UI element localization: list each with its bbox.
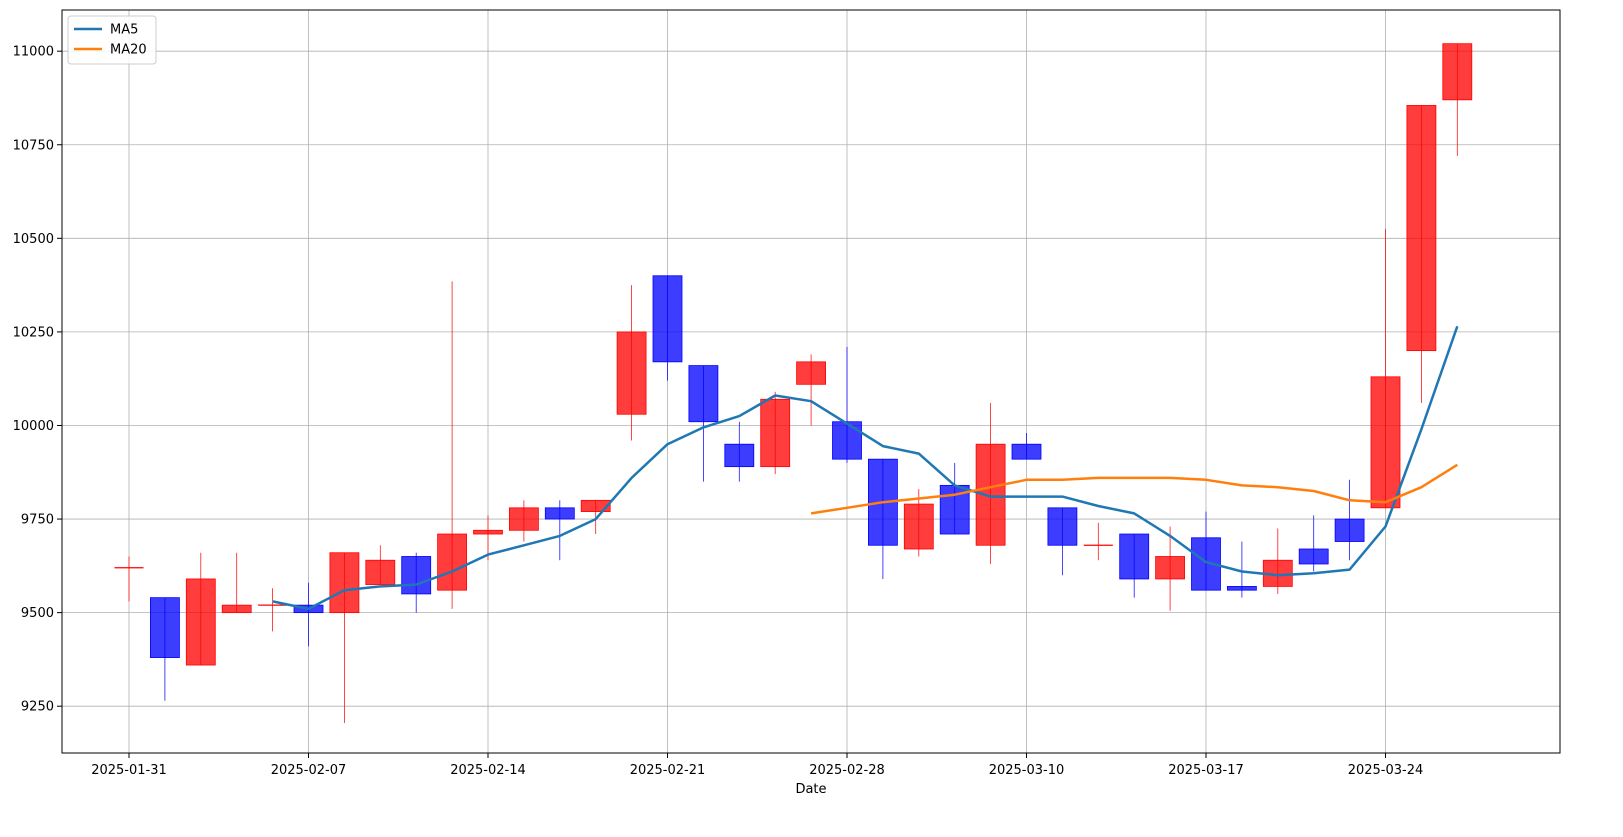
candle-body (1298, 548, 1329, 565)
candle-body (473, 529, 503, 535)
candle-body (1370, 376, 1401, 509)
y-tick-label: 10250 (13, 325, 54, 340)
x-tick-label: 2025-02-21 (630, 763, 706, 778)
legend-label-ma20: MA20 (110, 43, 147, 58)
candle-body (1227, 586, 1257, 591)
plot-frame (61, 9, 1561, 754)
candle-body (365, 559, 396, 585)
candle-body (724, 443, 755, 468)
candle-body (1047, 507, 1078, 546)
candle-body (437, 533, 468, 591)
x-tick-label: 2025-02-28 (809, 763, 885, 778)
candle-body (760, 398, 791, 468)
y-tick-label: 10000 (13, 419, 54, 434)
candle-body (1011, 443, 1042, 460)
candle-body (903, 503, 934, 550)
candle-body (832, 421, 862, 460)
x-tick-label: 2025-01-31 (91, 763, 167, 778)
y-tick-label: 9250 (21, 700, 54, 715)
x-tick-label: 2025-02-14 (450, 763, 526, 778)
x-tick-label: 2025-03-24 (1348, 763, 1424, 778)
candle-body (185, 578, 216, 666)
x-tick-label: 2025-03-17 (1168, 763, 1244, 778)
candle-body (508, 507, 539, 531)
candle-body (401, 556, 432, 595)
series-line-ma5 (272, 325, 1459, 611)
candle-body (1406, 105, 1437, 352)
candle-body (580, 499, 611, 512)
candle-body (616, 331, 647, 415)
y-tick-label: 9500 (21, 606, 54, 621)
candle-body (1442, 43, 1473, 101)
candle-body (329, 552, 360, 614)
legend-label-ma5: MA5 (110, 23, 138, 38)
y-tick-label: 10500 (13, 232, 54, 247)
candle-body (688, 365, 719, 423)
candle-body (1155, 556, 1185, 580)
candle-body (1334, 518, 1365, 542)
y-tick-label: 10750 (13, 138, 54, 153)
legend: MA5 MA20 (67, 15, 157, 65)
x-tick-label: 2025-02-07 (271, 763, 347, 778)
candle-body (544, 507, 575, 520)
grid-layer (62, 10, 1560, 753)
y-tick-label: 11000 (13, 45, 54, 60)
x-tick-label: 2025-03-10 (989, 763, 1065, 778)
candle-body (652, 275, 683, 363)
candle-body (796, 361, 826, 385)
axis-layer: 9250 9500 9750 10000 10250 10500 10750 11000 202… (13, 45, 1424, 778)
candle-body (221, 604, 252, 614)
candle-body (149, 597, 180, 658)
ma-line-layer (272, 325, 1459, 611)
candle-body (1119, 533, 1150, 580)
y-tick-label: 9750 (21, 513, 54, 528)
candle-layer (114, 43, 1473, 724)
series-line-ma20 (810, 463, 1458, 515)
x-axis-label: Date (795, 782, 826, 797)
